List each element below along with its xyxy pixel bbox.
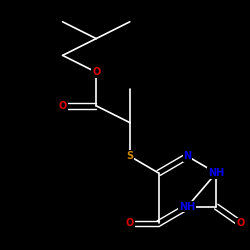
Text: S: S [126,151,133,161]
Text: O: O [58,101,67,111]
Text: O: O [126,218,134,228]
Text: NH: NH [179,202,196,211]
Text: O: O [236,218,244,228]
Text: N: N [183,151,192,161]
Text: O: O [92,67,100,77]
Text: NH: NH [208,168,224,178]
